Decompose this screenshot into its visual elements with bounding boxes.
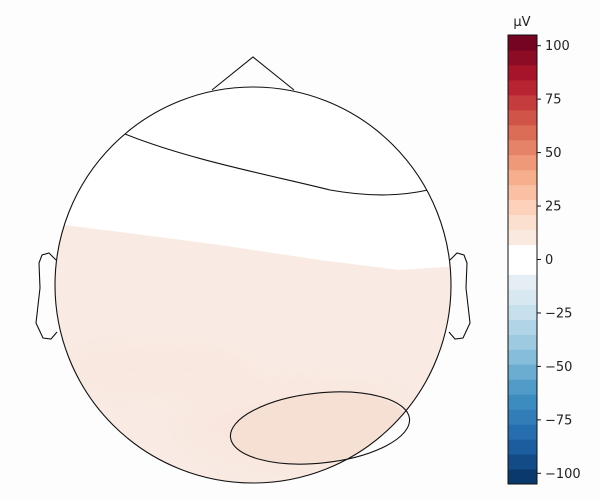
colorbar-bands <box>508 35 537 485</box>
colorbar-band <box>508 229 537 246</box>
lower-contour <box>229 391 411 465</box>
colorbar-band <box>508 169 537 186</box>
colorbar-band <box>508 454 537 470</box>
colorbar-band <box>508 244 537 260</box>
colorbar-band <box>508 424 537 440</box>
colorbar-band <box>508 139 537 156</box>
colorbar-band <box>508 259 537 275</box>
colorbar-band <box>508 334 537 350</box>
colorbar-band <box>508 35 537 51</box>
colorbar-band <box>508 274 537 290</box>
colorbar-ticks: 100 75 50 25 0 −25 −50 −75 −100 <box>537 39 581 482</box>
colorbar-band <box>508 64 537 81</box>
head-outline <box>54 86 452 484</box>
colorbar: µV 100 75 50 25 0 −25 −50 −75 −100 <box>507 15 581 485</box>
right-posterior-patch <box>230 392 406 464</box>
colorbar-tick-label: −25 <box>545 306 572 321</box>
colorbar-band <box>508 79 537 96</box>
colorbar-band <box>508 319 537 335</box>
colorbar-tick-label: 50 <box>545 146 562 161</box>
colorbar-band <box>508 94 537 111</box>
colorbar-band <box>508 49 537 66</box>
colorbar-tick-label: −75 <box>545 413 572 428</box>
colorbar-unit-label: µV <box>513 15 530 30</box>
colorbar-tick-label: 25 <box>545 200 562 215</box>
colorbar-band <box>508 439 537 455</box>
colorbar-band <box>508 409 537 425</box>
colorbar-band <box>508 199 537 216</box>
colorbar-band <box>508 184 537 201</box>
left-ear-outline <box>35 252 58 340</box>
colorbar-tick-label: 75 <box>545 93 562 108</box>
nose-outline <box>211 56 295 91</box>
posterior-left-shade <box>65 344 255 396</box>
colorbar-tick-label: 0 <box>545 253 553 268</box>
upper-contour <box>124 133 429 196</box>
colorbar-band <box>508 364 537 380</box>
colorbar-band <box>508 469 537 485</box>
colorbar-band <box>508 304 537 320</box>
head-topomap <box>35 56 471 484</box>
colorbar-band <box>508 349 537 365</box>
colorbar-band <box>508 214 537 231</box>
colorbar-tick-label: 100 <box>545 39 570 54</box>
right-ear-outline <box>448 252 471 340</box>
colorbar-band <box>508 109 537 126</box>
colorbar-band <box>508 394 537 410</box>
colorbar-band <box>508 379 537 395</box>
colorbar-band <box>508 289 537 305</box>
colorbar-tick-label: −100 <box>545 467 581 482</box>
colorbar-tick-label: −50 <box>545 360 572 375</box>
colorbar-band <box>508 124 537 141</box>
colorbar-band <box>508 154 537 171</box>
